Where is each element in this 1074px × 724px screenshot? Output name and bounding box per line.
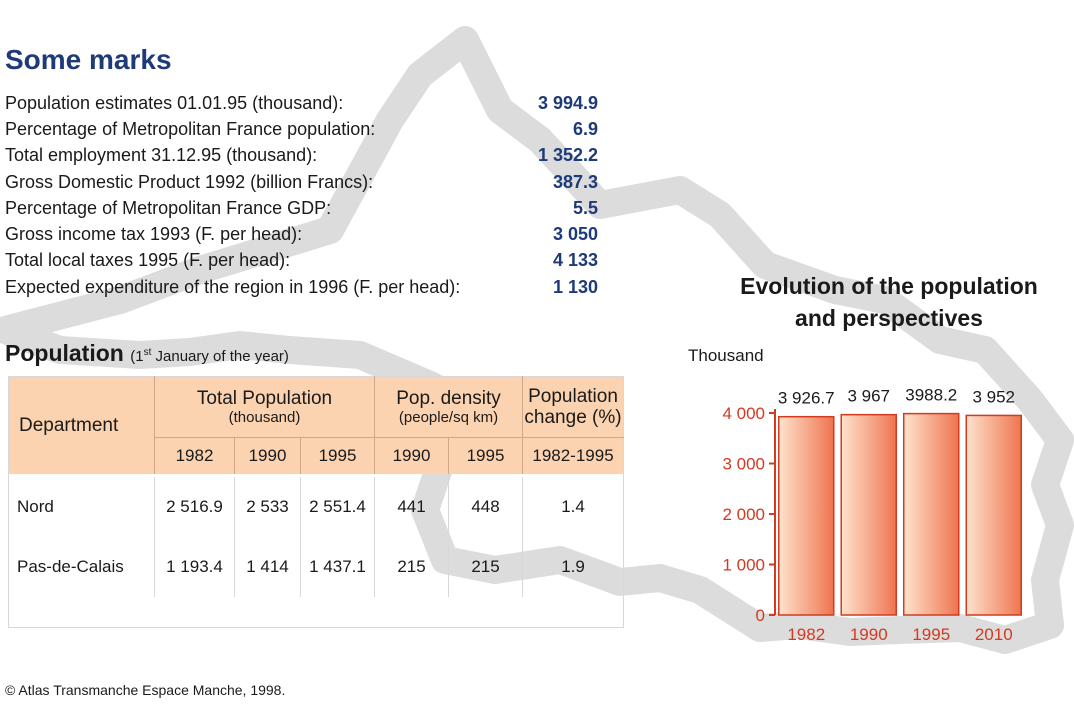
- key-figure-value: 5.5: [572, 197, 598, 218]
- key-figure-row: Gross income tax 1993 (F. per head): 3 05…: [5, 221, 605, 247]
- bar-value-label: 3 952: [972, 387, 1015, 406]
- population-title: Population (1st January of the year): [5, 340, 289, 367]
- department-name: Nord: [17, 497, 54, 516]
- key-figure-row: Gross Domestic Product 1992 (billion Fra…: [5, 169, 605, 195]
- header-year: 1990: [234, 437, 301, 474]
- table-cell: 448: [447, 477, 523, 537]
- bar-value-label: 3 926.7: [778, 389, 835, 408]
- header-year: 1995: [447, 437, 523, 474]
- population-subtitle: (1st January of the year): [130, 347, 289, 365]
- table-cell: 2 516.9: [154, 477, 235, 537]
- table-cell: 441: [374, 477, 449, 537]
- header-year: 1982-1995: [522, 437, 624, 474]
- table-cell: 1.9: [522, 537, 624, 597]
- chart-title: Evolution of the population and perspect…: [700, 270, 1074, 334]
- header-population-change: Population change (%): [522, 376, 624, 438]
- department-name: Pas-de-Calais: [17, 557, 124, 576]
- chart-title-line: Evolution of the population: [740, 273, 1038, 299]
- table-cell: 2 551.4: [300, 477, 375, 537]
- key-figure-label: Percentage of Metropolitan France GDP:: [5, 197, 332, 218]
- key-figures-list: Population estimates 01.01.95 (thousand)…: [5, 90, 605, 300]
- table-cell: 215: [447, 537, 523, 597]
- key-figure-row: Percentage of Metropolitan France popula…: [5, 116, 605, 142]
- key-figure-label: Expected expenditure of the region in 19…: [5, 276, 461, 297]
- table-row: Pas-de-Calais 1 193.4 1 414 1 437.1 215 …: [9, 537, 624, 597]
- header-year: 1990: [374, 437, 449, 474]
- table-cell: 215: [374, 537, 449, 597]
- key-figure-value: 4 133: [552, 250, 598, 271]
- key-figure-label: Total local taxes 1995 (F. per head):: [5, 250, 291, 271]
- x-tick-label: 1990: [850, 625, 888, 644]
- header-year: 1982: [154, 437, 235, 474]
- table-cell: 1 193.4: [154, 537, 235, 597]
- table-cell: 1 437.1: [300, 537, 375, 597]
- key-figure-value: 1 130: [552, 276, 598, 297]
- table-cell: 1 414: [234, 537, 301, 597]
- key-figure-value: 3 050: [552, 224, 598, 245]
- y-tick-label: 2 000: [722, 505, 765, 524]
- key-figure-label: Percentage of Metropolitan France popula…: [5, 118, 376, 139]
- key-figure-value: 6.9: [572, 118, 598, 139]
- key-figure-row: Total local taxes 1995 (F. per head): 4 1…: [5, 248, 605, 274]
- bar: [965, 414, 1022, 616]
- bar: [840, 413, 897, 616]
- marks-title: Some marks: [5, 44, 172, 75]
- source-credit: © Atlas Transmanche Espace Manche, 1998.: [5, 682, 286, 698]
- bar-value-label: 3 967: [847, 387, 890, 406]
- header-year: 1995: [300, 437, 375, 474]
- key-figure-row: Percentage of Metropolitan France GDP: 5.…: [5, 195, 605, 221]
- y-tick-label: 1 000: [722, 556, 765, 575]
- key-figure-label: Gross income tax 1993 (F. per head):: [5, 224, 303, 245]
- chart-title-line: and perspectives: [795, 305, 983, 331]
- key-figure-value: 387.3: [552, 171, 598, 192]
- key-figure-row: Expected expenditure of the region in 19…: [5, 274, 605, 300]
- x-tick-label: 1982: [787, 625, 825, 644]
- key-figure-label: Total employment 31.12.95 (thousand):: [5, 145, 318, 166]
- key-figure-value: 3 994.9: [537, 92, 598, 113]
- x-tick-label: 2010: [975, 625, 1013, 644]
- bar: [903, 412, 960, 616]
- y-axis-unit-label: Thousand: [688, 346, 764, 365]
- key-figure-value: 1 352.2: [537, 145, 598, 166]
- key-figure-row: Total employment 31.12.95 (thousand): 1 3…: [5, 143, 605, 169]
- key-figure-row: Population estimates 01.01.95 (thousand)…: [5, 90, 605, 116]
- header-total-population: Total Population (thousand): [154, 376, 375, 438]
- header-department: Department: [8, 376, 155, 474]
- y-tick-label: 4 000: [722, 404, 765, 423]
- x-tick-label: 1995: [912, 625, 950, 644]
- y-tick-label: 3 000: [722, 455, 765, 474]
- population-bar-chart: 0 1 000 2 000 3 000 4 000 3 926.7 1982 3 967 199…: [722, 386, 1022, 644]
- bar-value-label: 3988.2: [905, 386, 957, 405]
- table-row: Nord 2 516.9 2 533 2 551.4 441 448 1.4: [9, 477, 624, 537]
- y-tick-label: 0: [756, 606, 765, 625]
- population-title-text: Population: [5, 340, 124, 366]
- population-table: Department Total Population (thousand) P…: [8, 376, 625, 628]
- header-pop-density: Pop. density (people/sq km): [373, 376, 523, 438]
- bar: [778, 415, 835, 616]
- table-cell: 1.4: [522, 477, 624, 537]
- key-figure-label: Gross Domestic Product 1992 (billion Fra…: [5, 171, 374, 192]
- table-cell: 2 533: [234, 477, 301, 537]
- key-figure-label: Population estimates 01.01.95 (thousand)…: [5, 92, 344, 113]
